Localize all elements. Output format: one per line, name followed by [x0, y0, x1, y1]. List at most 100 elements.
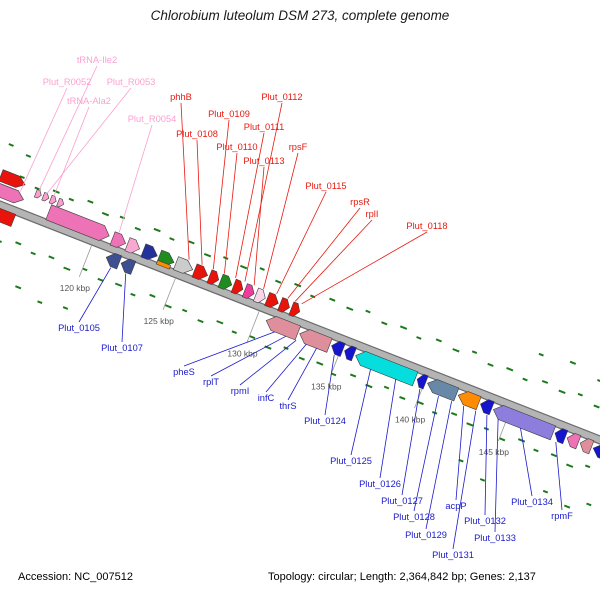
label-leader-line — [494, 419, 499, 533]
density-dash — [479, 478, 486, 482]
gene-label[interactable]: Plut_0112 — [261, 92, 302, 102]
label-leader-line — [210, 335, 286, 377]
gene-label[interactable]: Plut_R0054 — [128, 114, 177, 124]
gene-arrow[interactable] — [579, 438, 595, 455]
gene-label[interactable]: Plut_0118 — [406, 221, 447, 231]
gene-label[interactable]: Plut_R0052 — [43, 77, 92, 87]
label-leader-line — [180, 102, 190, 260]
density-dash — [15, 285, 22, 290]
density-dash — [182, 308, 188, 313]
density-dash — [298, 356, 305, 361]
gene-arrow[interactable] — [45, 204, 110, 241]
gene-arrow[interactable] — [173, 256, 194, 274]
gene-label[interactable]: acpP — [445, 501, 466, 511]
scale-tick-line — [246, 310, 260, 343]
gene-label[interactable]: Plut_0128 — [393, 512, 435, 522]
gene-label[interactable]: phhB — [170, 92, 192, 102]
gene-arrow[interactable] — [344, 345, 357, 362]
gene-arrow[interactable] — [33, 189, 42, 199]
gene-arrow[interactable] — [299, 329, 333, 353]
gene-arrow[interactable] — [416, 373, 429, 390]
gene-label[interactable]: rplI — [366, 209, 379, 219]
gene-arrow[interactable] — [155, 259, 172, 270]
gene-arrow[interactable] — [0, 183, 24, 204]
density-dash — [541, 379, 549, 384]
gene-label[interactable]: Plut_0129 — [405, 530, 447, 540]
gene-arrow[interactable] — [480, 399, 495, 416]
gene-label[interactable]: Plut_0126 — [359, 479, 401, 489]
label-leader-line — [287, 348, 317, 401]
density-dash — [550, 453, 558, 458]
gene-arrow[interactable] — [554, 428, 569, 445]
density-dash — [558, 389, 566, 395]
label-leader-line — [425, 401, 452, 530]
gene-label[interactable]: Plut_0113 — [243, 156, 284, 166]
gene-label[interactable]: Plut_0111 — [244, 122, 285, 132]
gene-label[interactable]: Plut_0110 — [216, 142, 257, 152]
gene-label[interactable]: Plut_0109 — [208, 109, 250, 119]
gene-arrow[interactable] — [206, 269, 220, 285]
gene-label[interactable]: pheS — [173, 367, 195, 377]
gene-arrow[interactable] — [355, 351, 419, 387]
density-dash — [331, 372, 337, 377]
gene-label[interactable]: tRNA-Ala2 — [67, 96, 111, 106]
gene-label[interactable]: Plut_0124 — [304, 416, 346, 426]
gene-arrow[interactable] — [56, 197, 65, 208]
gene-arrow[interactable] — [277, 297, 290, 313]
label-leader-line — [118, 124, 153, 233]
gene-label[interactable]: Plut_0132 — [464, 516, 506, 526]
gene-arrow[interactable] — [230, 278, 244, 295]
gene-label[interactable]: Plut_0125 — [330, 456, 372, 466]
gene-arrow[interactable] — [120, 258, 137, 275]
gene-arrow[interactable] — [265, 316, 301, 341]
gene-arrow[interactable] — [427, 379, 460, 402]
gene-label[interactable]: Plut_0105 — [58, 323, 100, 333]
gene-label[interactable]: tRNA-Ile2 — [77, 55, 117, 65]
gene-label[interactable]: rpsR — [350, 197, 370, 207]
gene-arrow[interactable] — [492, 405, 557, 441]
gene-label[interactable]: Plut_0108 — [176, 129, 218, 139]
scale-label: 130 kbp — [227, 349, 258, 359]
label-leader-line — [239, 339, 297, 386]
gene-arrow[interactable] — [105, 253, 123, 270]
gene-label[interactable]: Plut_0127 — [381, 496, 423, 506]
gene-arrow[interactable] — [48, 194, 57, 205]
gene-arrow[interactable] — [109, 231, 126, 248]
gene-arrow[interactable] — [241, 283, 255, 299]
gene-label[interactable]: infC — [258, 393, 275, 403]
density-dash — [563, 504, 571, 509]
density-dash — [0, 240, 2, 244]
gene-label[interactable]: rpmF — [551, 511, 573, 521]
gene-arrow[interactable] — [264, 292, 279, 308]
gene-arrow[interactable] — [124, 237, 140, 254]
gene-label[interactable]: Plut_0115 — [305, 181, 346, 191]
density-dash — [63, 266, 71, 271]
gene-arrow[interactable] — [288, 301, 301, 317]
density-dash — [346, 306, 354, 311]
gene-arrow[interactable] — [566, 433, 582, 450]
gene-arrow[interactable] — [41, 192, 50, 202]
gene-arrow[interactable] — [0, 207, 17, 227]
gene-label[interactable]: Plut_0107 — [101, 343, 143, 353]
density-dash — [48, 255, 55, 260]
gene-label[interactable]: rplT — [203, 377, 219, 387]
gene-label[interactable]: thrS — [279, 401, 296, 411]
gene-arrow[interactable] — [331, 340, 346, 357]
gene-arrow[interactable] — [592, 444, 600, 460]
gene-label[interactable]: Plut_0134 — [511, 497, 553, 507]
gene-label[interactable]: rpmI — [231, 386, 250, 396]
scale-tick-line — [162, 277, 176, 310]
gene-arrow[interactable] — [457, 391, 482, 411]
gene-arrow[interactable] — [0, 169, 26, 188]
gene-arrow[interactable] — [217, 273, 233, 290]
gene-arrow[interactable] — [253, 287, 266, 304]
gene-arrow[interactable] — [140, 243, 158, 260]
gene-label[interactable]: Plut_0133 — [474, 533, 516, 543]
gene-label[interactable]: Plut_0131 — [432, 550, 474, 560]
density-dash — [349, 373, 357, 378]
gene-label[interactable]: Plut_R0053 — [107, 77, 156, 87]
gene-label[interactable]: rpsF — [289, 142, 308, 152]
gene-arrow[interactable] — [191, 263, 208, 280]
density-dash — [294, 282, 302, 288]
